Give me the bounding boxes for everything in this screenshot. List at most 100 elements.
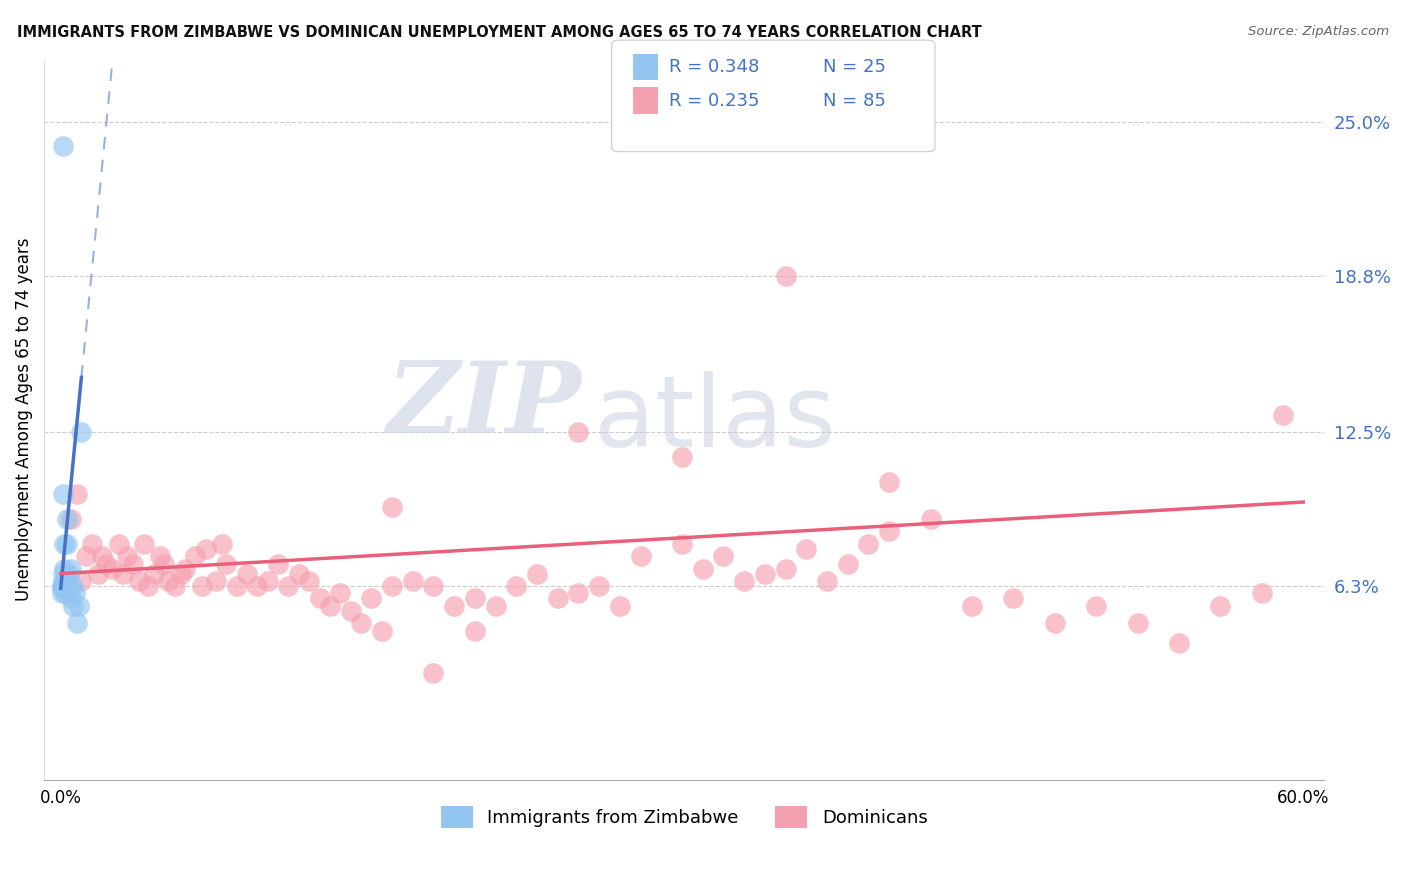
Point bbox=[122, 557, 145, 571]
Point bbox=[339, 604, 361, 618]
Point bbox=[70, 425, 93, 439]
Legend: Immigrants from Zimbabwe, Dominicans: Immigrants from Zimbabwe, Dominicans bbox=[433, 799, 935, 836]
Point bbox=[671, 537, 693, 551]
Point bbox=[350, 616, 373, 631]
Point bbox=[1043, 616, 1066, 631]
Point bbox=[877, 475, 900, 489]
Point bbox=[153, 557, 176, 571]
Point bbox=[671, 450, 693, 464]
Point bbox=[308, 591, 330, 606]
Point bbox=[70, 574, 93, 588]
Point bbox=[837, 557, 859, 571]
Point bbox=[402, 574, 425, 588]
Point bbox=[298, 574, 321, 588]
Point bbox=[960, 599, 983, 613]
Point bbox=[62, 579, 84, 593]
Point bbox=[51, 586, 73, 600]
Point bbox=[815, 574, 838, 588]
Point bbox=[381, 579, 404, 593]
Text: Source: ZipAtlas.com: Source: ZipAtlas.com bbox=[1249, 25, 1389, 38]
Y-axis label: Unemployment Among Ages 65 to 74 years: Unemployment Among Ages 65 to 74 years bbox=[15, 238, 32, 601]
Point bbox=[630, 549, 652, 563]
Point bbox=[128, 574, 150, 588]
Point bbox=[713, 549, 735, 563]
Point bbox=[52, 139, 75, 153]
Point bbox=[567, 425, 589, 439]
Point bbox=[329, 586, 352, 600]
Point bbox=[236, 566, 259, 581]
Point bbox=[142, 566, 165, 581]
Point bbox=[194, 541, 217, 556]
Point bbox=[66, 616, 89, 631]
Point bbox=[211, 537, 233, 551]
Point bbox=[246, 579, 269, 593]
Point bbox=[60, 591, 83, 606]
Point bbox=[91, 549, 114, 563]
Point bbox=[277, 579, 299, 593]
Point bbox=[1209, 599, 1232, 613]
Point bbox=[62, 599, 84, 613]
Point bbox=[464, 591, 486, 606]
Point bbox=[1085, 599, 1108, 613]
Point bbox=[52, 487, 75, 501]
Point bbox=[794, 541, 817, 556]
Point bbox=[53, 582, 76, 596]
Point bbox=[692, 561, 714, 575]
Text: atlas: atlas bbox=[595, 371, 837, 468]
Point bbox=[422, 665, 444, 680]
Point bbox=[484, 599, 506, 613]
Point bbox=[58, 579, 80, 593]
Point bbox=[609, 599, 631, 613]
Point bbox=[96, 557, 118, 571]
Text: R = 0.348: R = 0.348 bbox=[669, 58, 759, 76]
Point bbox=[53, 579, 76, 593]
Point bbox=[157, 574, 180, 588]
Point bbox=[319, 599, 342, 613]
Point bbox=[60, 561, 83, 575]
Point bbox=[256, 574, 278, 588]
Point bbox=[80, 537, 103, 551]
Point bbox=[184, 549, 207, 563]
Point bbox=[170, 566, 193, 581]
Point bbox=[136, 579, 159, 593]
Point bbox=[877, 524, 900, 539]
Point bbox=[443, 599, 465, 613]
Point bbox=[111, 566, 134, 581]
Point bbox=[52, 574, 75, 588]
Point bbox=[464, 624, 486, 638]
Point bbox=[526, 566, 548, 581]
Point bbox=[53, 586, 76, 600]
Point bbox=[56, 512, 79, 526]
Point bbox=[775, 561, 797, 575]
Point bbox=[505, 579, 527, 593]
Text: IMMIGRANTS FROM ZIMBABWE VS DOMINICAN UNEMPLOYMENT AMONG AGES 65 TO 74 YEARS COR: IMMIGRANTS FROM ZIMBABWE VS DOMINICAN UN… bbox=[17, 25, 981, 40]
Point bbox=[51, 579, 73, 593]
Point bbox=[360, 591, 382, 606]
Point bbox=[775, 268, 797, 283]
Point bbox=[101, 561, 124, 575]
Point bbox=[56, 537, 79, 551]
Point bbox=[215, 557, 238, 571]
Point bbox=[1271, 408, 1294, 422]
Point bbox=[60, 512, 83, 526]
Point bbox=[149, 549, 172, 563]
Point bbox=[1002, 591, 1025, 606]
Point bbox=[370, 624, 392, 638]
Point bbox=[75, 549, 97, 563]
Point bbox=[87, 566, 110, 581]
Point bbox=[422, 579, 444, 593]
Point bbox=[107, 537, 129, 551]
Point bbox=[163, 579, 186, 593]
Point bbox=[288, 566, 311, 581]
Text: R = 0.235: R = 0.235 bbox=[669, 92, 759, 110]
Point bbox=[547, 591, 569, 606]
Point bbox=[132, 537, 155, 551]
Point bbox=[174, 561, 197, 575]
Point bbox=[205, 574, 228, 588]
Point bbox=[52, 566, 75, 581]
Point bbox=[63, 586, 86, 600]
Text: N = 25: N = 25 bbox=[823, 58, 886, 76]
Point bbox=[754, 566, 776, 581]
Point bbox=[1168, 636, 1191, 650]
Point bbox=[225, 579, 247, 593]
